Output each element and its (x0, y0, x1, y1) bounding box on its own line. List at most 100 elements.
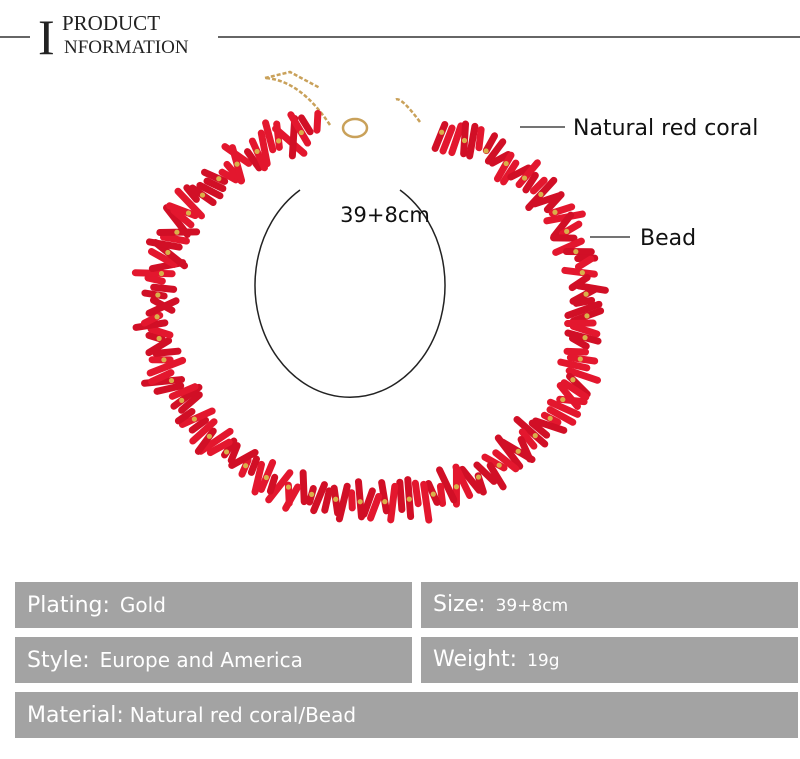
coral-stick (262, 119, 277, 154)
coral-stick (507, 164, 532, 181)
gold-bead (503, 160, 509, 167)
coral-stick (218, 168, 240, 184)
coral-stick (458, 465, 483, 494)
coral-stick (188, 416, 210, 434)
coral-stick (132, 319, 169, 331)
coral-stick (197, 427, 234, 455)
spec-box: Size: 39+8cm (421, 582, 798, 628)
gold-bead (584, 313, 590, 319)
spec-label: Style: (27, 648, 90, 673)
gold-bead (206, 433, 212, 439)
necklace (131, 70, 609, 524)
gold-bead (276, 138, 282, 144)
coral-stick (159, 233, 190, 245)
coral-stick (436, 466, 458, 504)
gold-bead (439, 129, 445, 135)
spec-box: Material: Natural red coral/Bead (15, 692, 798, 738)
spec-value: 19g (527, 651, 560, 671)
coral-stick (183, 184, 200, 203)
coral-stick (174, 187, 206, 220)
coral-stick (572, 296, 596, 307)
coral-stick (563, 347, 590, 356)
gold-bead (547, 415, 553, 421)
coral-stick (568, 334, 590, 350)
gold-bead (453, 484, 460, 490)
coral-stick (560, 379, 590, 401)
coral-stick (396, 478, 406, 513)
gold-bead (216, 176, 222, 182)
gold-bead (285, 484, 292, 490)
gold-bead (154, 314, 160, 320)
gold-bead (263, 474, 269, 481)
coral-stick (528, 419, 551, 439)
gold-bead (532, 433, 538, 439)
gold-bead (161, 357, 167, 363)
coral-stick (493, 151, 515, 183)
gold-bead (461, 137, 468, 144)
gold-bead (155, 292, 161, 298)
coral-stick (287, 111, 312, 147)
coral-stick (147, 325, 174, 339)
gold-bead (309, 491, 315, 497)
gold-bead (156, 335, 162, 342)
gold-bead (406, 496, 412, 502)
coral-stick (348, 489, 356, 512)
coral-stick (257, 129, 271, 168)
coral-stick (532, 417, 568, 434)
coral-stick (543, 191, 565, 214)
gold-bead (168, 377, 175, 384)
gold-bead (475, 474, 482, 480)
coral-stick (251, 460, 265, 496)
coral-stick (168, 383, 199, 400)
coral-stick (565, 367, 601, 384)
gold-bead (298, 129, 304, 136)
gold-bead (560, 396, 566, 403)
gold-bead (496, 462, 502, 468)
coral-stick (174, 408, 196, 425)
coral-stick (247, 455, 260, 476)
coral-stick (564, 300, 603, 319)
gold-bead (570, 377, 576, 383)
gold-bead (174, 229, 180, 235)
gold-bead (254, 148, 260, 155)
coral-stick (150, 283, 178, 293)
gold-bead (430, 491, 436, 497)
gold-bead (521, 175, 528, 181)
coral-stick (473, 461, 498, 485)
coral-stick (486, 462, 507, 491)
gold-bead (483, 148, 489, 154)
coral-stick (227, 442, 241, 464)
coral-stick (206, 438, 233, 457)
coral-stick (439, 124, 456, 155)
coral-stick (148, 369, 175, 386)
gold-bead (577, 356, 583, 362)
coral-stick (147, 248, 178, 268)
coral-stick (244, 148, 263, 172)
coral-stick (131, 269, 176, 278)
coral-stick (145, 238, 183, 251)
coral-stick (228, 448, 259, 469)
bead-annotation: Bead (640, 226, 696, 251)
spec-box: Weight: 19g (421, 637, 798, 683)
gold-bead (357, 499, 363, 505)
coral-stick (378, 479, 390, 515)
coral-stick (574, 255, 595, 271)
coral-stick (310, 481, 328, 515)
gold-bead (234, 161, 240, 167)
coral-stick (200, 168, 229, 185)
header-line: NFORMATION (64, 37, 189, 58)
coral-stick (144, 274, 166, 285)
gold-bead (199, 192, 206, 198)
gold-bead (179, 397, 185, 403)
coral-stick (546, 406, 577, 426)
coral-stick (466, 122, 479, 160)
coral-stick (552, 237, 585, 256)
coral-annotation: Natural red coral (573, 116, 758, 141)
gold-bead (185, 210, 192, 216)
spec-box: Plating: Gold (15, 582, 412, 628)
coral-stick (387, 482, 399, 524)
coral-stick (152, 347, 182, 357)
coral-stick (367, 492, 383, 522)
gold-bead (333, 496, 339, 502)
